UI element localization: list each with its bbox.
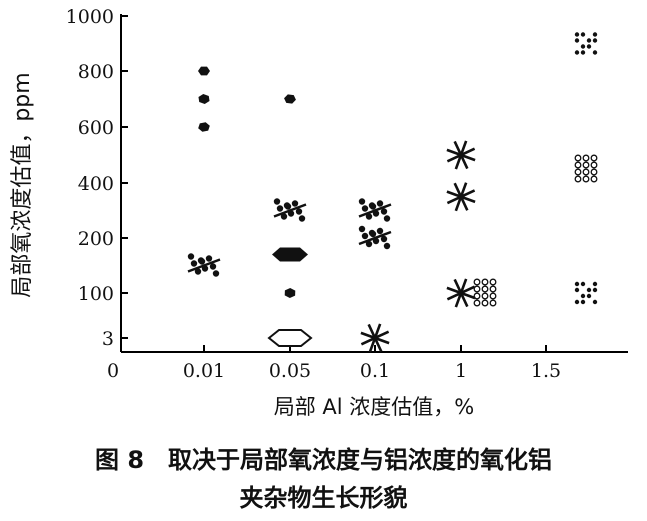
x-tick-label: 0.01	[183, 360, 225, 382]
data-point	[198, 94, 210, 104]
tick-labels: 3 100 200 400 600 800 1000 0 0.01 0.05 0.1 1 1.5	[66, 6, 561, 382]
y-tick-label: 200	[78, 228, 114, 250]
data-point	[446, 140, 476, 170]
data-point	[473, 278, 497, 307]
data-point	[574, 281, 598, 305]
data-marks	[187, 32, 598, 353]
data-point	[284, 94, 296, 104]
x-tick-label: 1	[455, 360, 467, 382]
x-tick-label: 0	[107, 360, 119, 382]
data-point	[574, 154, 598, 183]
data-point	[358, 225, 392, 250]
data-point	[272, 247, 308, 262]
y-axis-label: 局部氧浓度估值，ppm	[10, 72, 35, 297]
data-point	[267, 329, 313, 347]
x-axis-label: 局部 Al 浓度估值，%	[274, 395, 475, 419]
x-tick-label: 1.5	[531, 360, 561, 382]
y-tick-label: 3	[102, 328, 114, 350]
y-tick-label: 600	[78, 117, 114, 139]
data-point	[187, 253, 221, 277]
data-point	[360, 323, 390, 353]
y-tick-label: 400	[78, 173, 114, 195]
data-point	[198, 66, 210, 76]
figure-caption-line-2: 夹杂物生长形貌	[239, 484, 408, 512]
data-point	[273, 198, 307, 222]
y-tick-label: 100	[78, 283, 114, 305]
x-tick-label: 0.05	[269, 360, 311, 382]
data-point	[284, 288, 296, 298]
figure-caption-line-1: 图 8 取决于局部氧浓度与铝浓度的氧化铝	[94, 446, 553, 474]
data-point	[446, 182, 476, 212]
y-tick-label: 800	[78, 61, 114, 83]
data-point	[358, 198, 392, 222]
x-tick-label: 0.1	[360, 360, 390, 382]
y-tick-label: 1000	[66, 6, 114, 28]
data-point	[574, 32, 598, 55]
tick-marks	[121, 15, 547, 352]
data-point	[446, 278, 476, 308]
axes	[120, 14, 628, 353]
data-point	[198, 122, 210, 132]
